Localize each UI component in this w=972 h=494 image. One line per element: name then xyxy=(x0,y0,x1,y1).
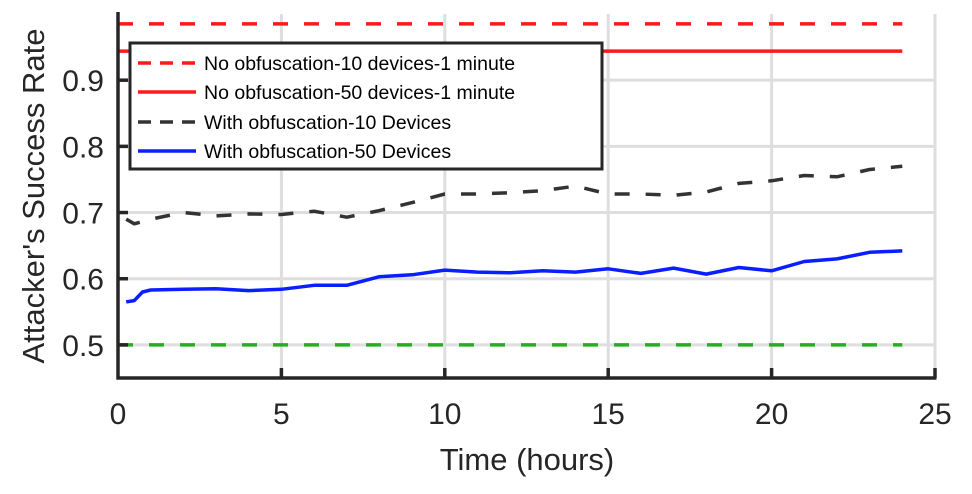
y-axis-title: Attacker's Success Rate xyxy=(16,29,51,364)
legend-label: No obfuscation-10 devices-1 minute xyxy=(204,53,515,75)
legend-label: With obfuscation-10 Devices xyxy=(204,112,451,134)
legend-box xyxy=(128,41,604,171)
legend-item-no-obf-10: No obfuscation-10 devices-1 minute xyxy=(138,53,515,75)
y-tick-label: 0.9 xyxy=(62,65,104,98)
x-tick-label: 15 xyxy=(592,398,625,431)
legend-label: No obfuscation-50 devices-1 minute xyxy=(204,82,515,104)
x-tick-label: 5 xyxy=(273,398,290,431)
tick-labels: 0 5 10 15 20 25 0.5 0.6 0.7 0.8 0.9 xyxy=(62,65,951,431)
y-tick-label: 0.5 xyxy=(62,330,104,363)
y-tick-label: 0.7 xyxy=(62,198,104,231)
axes xyxy=(116,12,937,380)
series-line xyxy=(125,164,903,226)
x-axis-title: Time (hours) xyxy=(440,442,615,477)
x-tick-label: 25 xyxy=(918,398,951,431)
legend-label: With obfuscation-50 Devices xyxy=(204,141,451,163)
legend: No obfuscation-10 devices-1 minute No ob… xyxy=(128,41,604,171)
x-tick-label: 20 xyxy=(755,398,788,431)
legend-item-obf-10: With obfuscation-10 Devices xyxy=(138,112,451,134)
series-line xyxy=(125,249,903,304)
y-tick-label: 0.6 xyxy=(62,264,104,297)
x-tick-label: 0 xyxy=(110,398,127,431)
x-tick-label: 10 xyxy=(428,398,461,431)
y-tick-label: 0.8 xyxy=(62,131,104,164)
legend-item-obf-50: With obfuscation-50 Devices xyxy=(138,141,451,163)
legend-item-no-obf-50: No obfuscation-50 devices-1 minute xyxy=(138,82,515,104)
